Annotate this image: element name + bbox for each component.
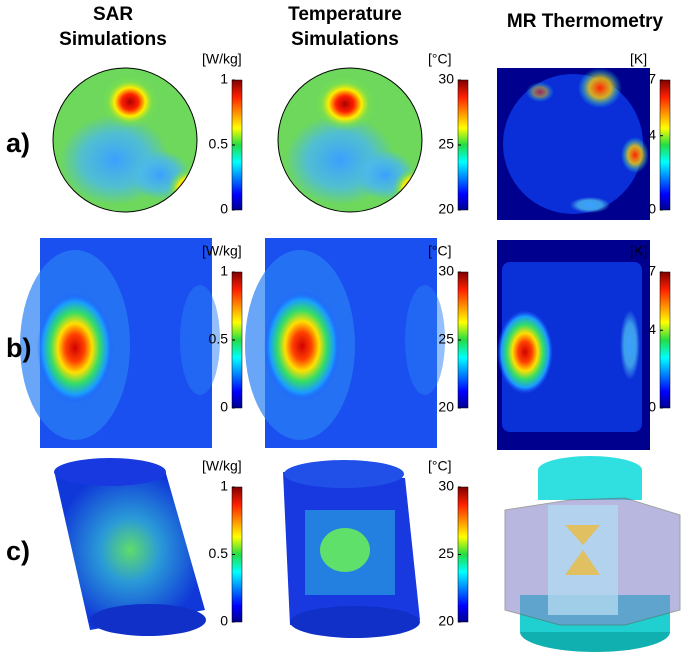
colorbar-tick-label: 0.5 (209, 136, 229, 152)
mr-map-b (497, 240, 650, 450)
colorbar-unit: [°C] (428, 458, 452, 474)
colorbar-unit: [K] (630, 51, 647, 67)
column-header: MR Thermometry (507, 11, 664, 32)
row-label: a) (6, 128, 30, 158)
colorbar-tick-label: 30 (438, 71, 454, 87)
colorbar-tick-label: 0.5 (209, 331, 229, 347)
temp-map-a (278, 68, 422, 212)
colorbar-unit: [W/kg] (202, 51, 242, 67)
colorbar (659, 79, 671, 211)
row-label: b) (6, 333, 31, 363)
sar-cylinder (54, 458, 206, 636)
colorbar-tick-label: 30 (438, 263, 454, 279)
colorbar-tick-label: 7 (648, 71, 656, 87)
colorbar-unit: [W/kg] (202, 458, 242, 474)
colorbar-unit: [K] (630, 243, 647, 259)
outline (52, 67, 198, 213)
sar-map-a (53, 68, 197, 212)
colorbar-tick-label: 20 (438, 613, 454, 629)
colorbar-unit: [°C] (428, 51, 452, 67)
column-header: Simulations (59, 29, 167, 50)
colorbar-unit: [W/kg] (202, 243, 242, 259)
column-header: Temperature (288, 4, 402, 25)
colorbar-tick-label: 4 (648, 126, 656, 142)
colorbar-tick-label: 20 (438, 201, 454, 217)
colorbar-tick-label: 0 (648, 201, 656, 217)
temp-cylinder (283, 460, 420, 638)
temp-map-b (245, 238, 445, 448)
colorbar-tick-label: 1 (220, 71, 228, 87)
colorbar-tick-label: 0 (220, 613, 228, 629)
outline (277, 67, 423, 213)
colorbar-tick-label: 0.5 (209, 545, 229, 561)
sar-map-b (20, 238, 220, 448)
colorbar-tick-label: 0 (648, 399, 656, 415)
colorbar-tick-label: 0 (220, 201, 228, 217)
colorbar-tick-label: 20 (438, 399, 454, 415)
column-header: Simulations (291, 29, 399, 50)
colorbar-tick-label: 25 (438, 545, 454, 561)
colorbar (659, 271, 671, 409)
colorbar-tick-label: 0 (220, 399, 228, 415)
row-label: c) (6, 536, 30, 566)
colorbar-tick-label: 1 (220, 478, 228, 494)
colorbar-tick-label: 25 (438, 136, 454, 152)
colorbar-tick-label: 7 (648, 263, 656, 279)
mr-map-a (497, 68, 650, 220)
column-header: SAR (93, 4, 133, 25)
colorbar-tick-label: 25 (438, 331, 454, 347)
colorbar-tick-label: 4 (648, 321, 656, 337)
colorbar-unit: [°C] (428, 243, 452, 259)
coil-model (504, 456, 681, 652)
colorbar-tick-label: 1 (220, 263, 228, 279)
colorbar-tick-label: 30 (438, 478, 454, 494)
